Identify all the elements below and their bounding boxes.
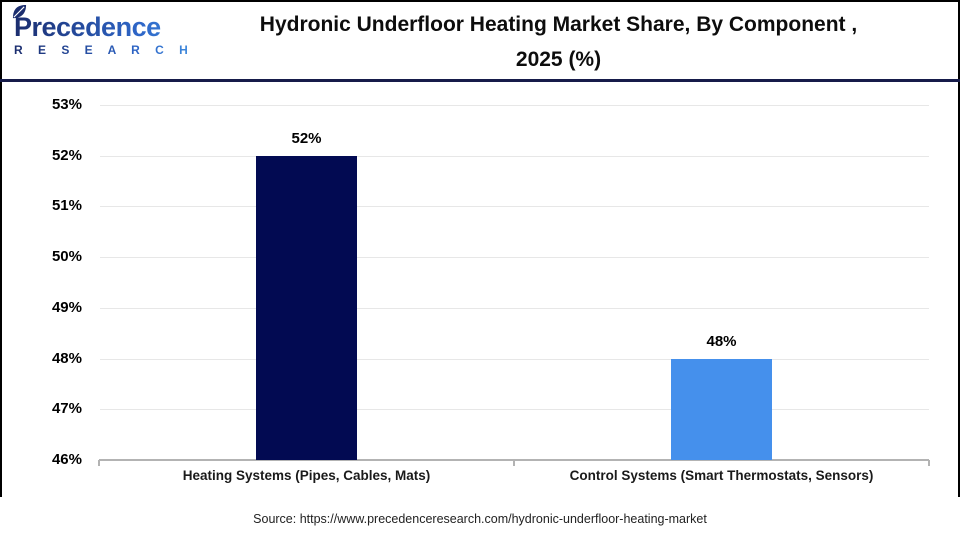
y-tick-label: 52% bbox=[51, 146, 82, 164]
chart-title-line2: 2025 (%) bbox=[515, 48, 602, 71]
x-axis-tick bbox=[98, 460, 100, 466]
x-category-label: Heating Systems (Pipes, Cables, Mats) bbox=[182, 468, 431, 483]
gridline bbox=[100, 105, 929, 106]
y-tick-label: 53% bbox=[51, 96, 82, 113]
gridline bbox=[100, 155, 929, 157]
logo-sub-label: R E S E A R C H bbox=[14, 43, 194, 57]
y-tick-label: 51% bbox=[51, 197, 82, 215]
logo-brand-text: Precedence bbox=[12, 4, 194, 42]
x-axis-tick bbox=[513, 460, 515, 466]
y-tick-label: 46% bbox=[51, 451, 82, 468]
chart-title: Hydronic Underfloor Heating Market Share… bbox=[165, 7, 952, 77]
gridline bbox=[100, 358, 929, 360]
bar-2 bbox=[671, 358, 772, 460]
bar-1 bbox=[256, 155, 357, 460]
leaf-icon bbox=[12, 4, 27, 19]
header-divider bbox=[0, 79, 960, 82]
gridline bbox=[100, 206, 929, 208]
y-tick-label: 50% bbox=[51, 248, 82, 266]
source-text: Source: https://www.precedenceresearch.c… bbox=[253, 512, 707, 526]
x-axis-tick bbox=[928, 460, 930, 466]
y-tick-label: 49% bbox=[51, 298, 82, 316]
y-tick-label: 48% bbox=[51, 349, 82, 367]
bar-value-label: 48% bbox=[706, 332, 737, 350]
chart-title-line1: Hydronic Underfloor Heating Market Share… bbox=[259, 13, 858, 36]
bar-value-label: 52% bbox=[291, 129, 322, 147]
gridline bbox=[100, 257, 929, 259]
y-tick-label: 47% bbox=[51, 400, 82, 418]
gridline bbox=[100, 307, 929, 309]
x-category-label: Control Systems (Smart Thermostats, Sens… bbox=[569, 468, 874, 483]
precedence-research-logo: Precedence R E S E A R C H bbox=[12, 4, 194, 57]
gridline bbox=[100, 409, 929, 411]
